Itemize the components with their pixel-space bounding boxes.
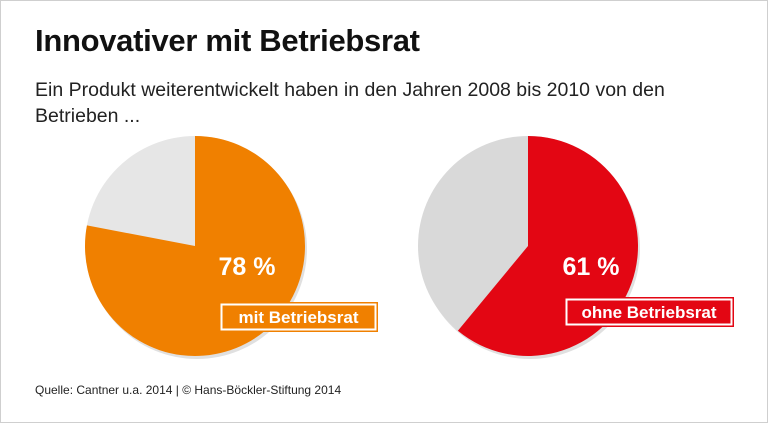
series-label-box xyxy=(564,297,734,327)
series-label: ohne Betriebsrat xyxy=(581,303,716,322)
series-label-border xyxy=(220,303,377,331)
value-label: 61 % xyxy=(563,253,620,281)
series-label-box xyxy=(219,302,378,332)
pie-slice-value xyxy=(85,136,305,357)
source-note: Quelle: Cantner u.a. 2014 | © Hans-Böckl… xyxy=(35,383,342,397)
chart-title: Innovativer mit Betriebsrat xyxy=(35,23,420,58)
series-label: mit Betriebsrat xyxy=(239,308,359,327)
value-label: 78 % xyxy=(219,253,276,281)
series-label-border xyxy=(565,298,733,326)
chart-subtitle: Ein Produkt weiterentwickelt haben in de… xyxy=(35,79,665,127)
